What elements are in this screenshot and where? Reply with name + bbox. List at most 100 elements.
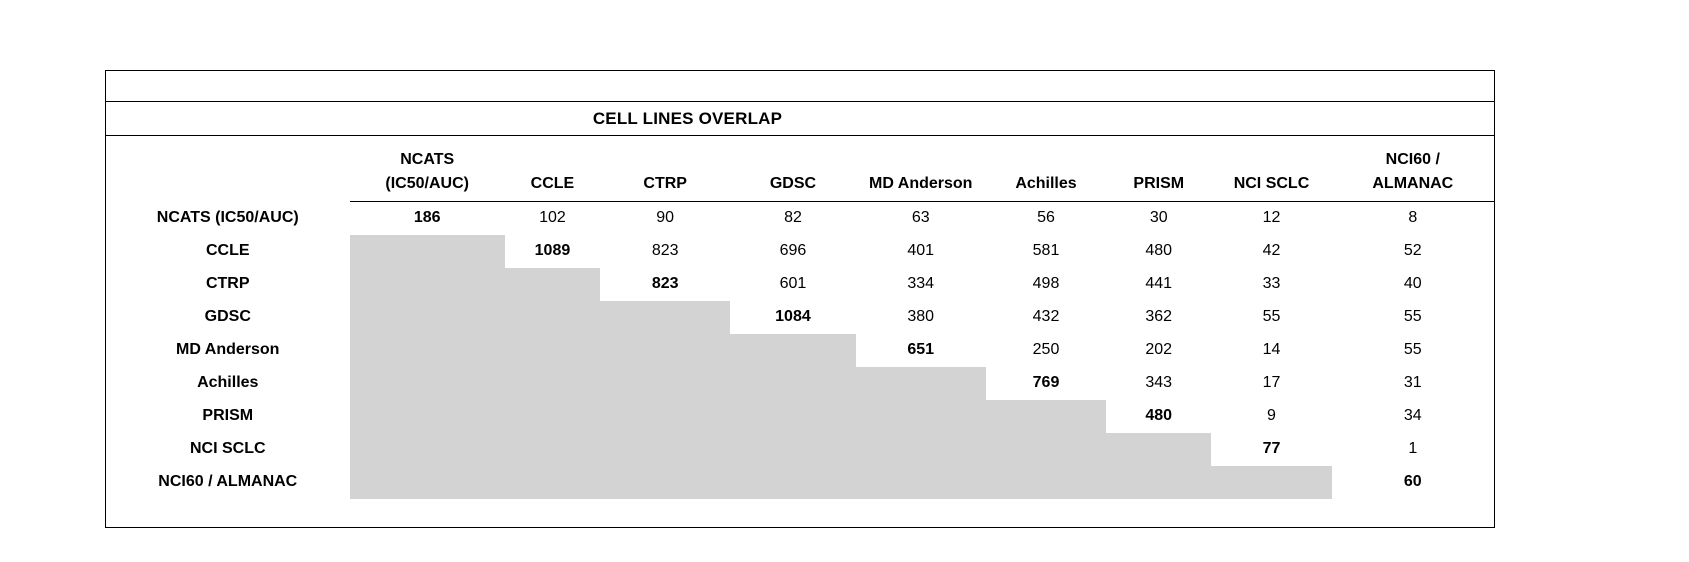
col-header-md-anderson: MD Anderson: [855, 138, 986, 202]
matrix-cell: [349, 234, 505, 268]
matrix-cell: 401: [907, 242, 935, 259]
row-label-nci60-almanac: NCI60 / ALMANAC: [158, 473, 298, 490]
matrix-cell: 31: [1403, 374, 1422, 391]
matrix-cell: [600, 399, 731, 433]
matrix-cell: 14: [1262, 341, 1281, 358]
table-row-achilles: Achilles 769 343 17 31: [106, 366, 1494, 400]
matrix-cell: [855, 465, 986, 499]
matrix-cell: 823: [651, 275, 679, 292]
matrix-cell: [349, 333, 505, 367]
matrix-cell: 8: [1408, 209, 1418, 227]
matrix-cell: 12: [1262, 209, 1281, 227]
header-row: NCATS (IC50/AUC) CCLE CTRP GDSC MD Anderson Ac…: [106, 138, 1494, 202]
table-row-nci60-almanac: NCI60 / ALMANAC 60: [106, 465, 1494, 499]
matrix-cell: 651: [907, 341, 935, 358]
top-spacer-row: [106, 71, 1494, 102]
matrix-cell: 498: [1032, 275, 1060, 292]
table-row-gdsc: GDSC 1084 380 432 362 55 55: [106, 300, 1494, 334]
matrix-cell: 33: [1262, 275, 1281, 292]
matrix-cell: 250: [1032, 341, 1060, 358]
matrix-cell: [504, 267, 601, 301]
matrix-cell: 186: [413, 209, 441, 227]
col-header-nci60-almanac: NCI60 /ALMANAC: [1331, 138, 1494, 202]
matrix-cell: [504, 399, 601, 433]
table-row-ncats-ic50-auc: NCATS (IC50/AUC) 186 102 90 82 63 56 30 12 8: [106, 202, 1494, 235]
matrix-cell: [349, 366, 505, 400]
col-header-ccle: CCLE: [504, 138, 601, 202]
matrix-cell: 1: [1408, 440, 1418, 457]
matrix-cell: [349, 399, 505, 433]
matrix-cell: 52: [1403, 242, 1422, 259]
matrix-cell: 60: [1403, 473, 1422, 490]
matrix-cell: 362: [1145, 308, 1173, 325]
matrix-cell: 55: [1403, 341, 1422, 358]
row-label-ccle: CCLE: [205, 242, 250, 259]
matrix-cell: 9: [1267, 407, 1276, 424]
cell-lines-overlap-panel: CELL LINES OVERLAP NCATS (IC50/AUC) CCLE CT…: [105, 70, 1495, 528]
matrix-cell: [600, 432, 731, 466]
row-label-achilles: Achilles: [197, 374, 259, 391]
matrix-cell: 581: [1032, 242, 1060, 259]
col-header-ctrp: CTRP: [600, 138, 731, 202]
matrix-cell: [730, 399, 856, 433]
matrix-cell: [985, 399, 1107, 433]
matrix-cell: [504, 465, 601, 499]
col-header-ncats-ic50-auc: NCATS (IC50/AUC): [349, 138, 505, 202]
matrix-cell: [1106, 465, 1212, 499]
matrix-cell: [600, 465, 731, 499]
matrix-cell: [504, 432, 601, 466]
row-label-nci-sclc: NCI SCLC: [189, 440, 266, 457]
matrix-cell: 696: [779, 242, 807, 259]
matrix-cell: 30: [1149, 209, 1168, 227]
row-label-gdsc: GDSC: [204, 308, 251, 325]
matrix-cell: 823: [651, 242, 679, 259]
matrix-cell: [1106, 432, 1212, 466]
matrix-cell: [730, 465, 856, 499]
matrix-cell: 55: [1403, 308, 1422, 325]
table-row-md-anderson: MD Anderson 651 250 202 14 55: [106, 333, 1494, 367]
col-header-nci-sclc: NCI SCLC: [1211, 138, 1332, 202]
matrix-cell: 334: [907, 275, 935, 292]
matrix-cell: 480: [1145, 242, 1173, 259]
matrix-cell: [855, 399, 986, 433]
table-row-nci-sclc: NCI SCLC 77 1: [106, 432, 1494, 466]
col-header-achilles: Achilles: [985, 138, 1107, 202]
row-label-md-anderson: MD Anderson: [176, 341, 280, 358]
matrix-cell: [504, 333, 601, 367]
matrix-cell: 480: [1145, 407, 1173, 424]
matrix-cell: 17: [1262, 374, 1281, 391]
matrix-cell: [349, 465, 505, 499]
matrix-cell: [349, 432, 505, 466]
matrix-cell: 343: [1145, 374, 1173, 391]
matrix-cell: [730, 366, 856, 400]
matrix-cell: [1211, 465, 1332, 499]
corner-cell: [106, 138, 350, 202]
matrix-cell: [730, 333, 856, 367]
matrix-cell: [985, 432, 1107, 466]
table-row-prism: PRISM 480 9 34: [106, 399, 1494, 433]
col-header-gdsc: GDSC: [730, 138, 856, 202]
row-label-ctrp: CTRP: [205, 275, 250, 292]
matrix-cell: 102: [539, 209, 566, 227]
matrix-cell: 34: [1403, 407, 1422, 424]
overlap-matrix-table: NCATS (IC50/AUC) CCLE CTRP GDSC MD Anderson Ac…: [106, 138, 1494, 499]
matrix-cell: [600, 300, 731, 334]
matrix-cell: 432: [1032, 308, 1060, 325]
matrix-cell: [730, 432, 856, 466]
matrix-cell: [600, 333, 731, 367]
row-label-ncats-ic50-auc: NCATS (IC50/AUC): [156, 209, 299, 226]
row-label-prism: PRISM: [202, 407, 254, 424]
matrix-cell: 90: [656, 209, 675, 227]
matrix-cell: [985, 465, 1107, 499]
table-row-ctrp: CTRP 823 601 334 498 441 33 40: [106, 267, 1494, 301]
matrix-cell: 40: [1403, 275, 1422, 292]
matrix-cell: 42: [1262, 242, 1281, 259]
matrix-cell: [504, 366, 601, 400]
matrix-cell: 380: [907, 308, 935, 325]
matrix-cell: [349, 267, 505, 301]
matrix-cell: 1089: [534, 242, 571, 259]
matrix-cell: [855, 366, 986, 400]
table-title-row: CELL LINES OVERLAP: [106, 102, 1494, 136]
matrix-cell: [855, 432, 986, 466]
matrix-cell: 202: [1145, 341, 1173, 358]
